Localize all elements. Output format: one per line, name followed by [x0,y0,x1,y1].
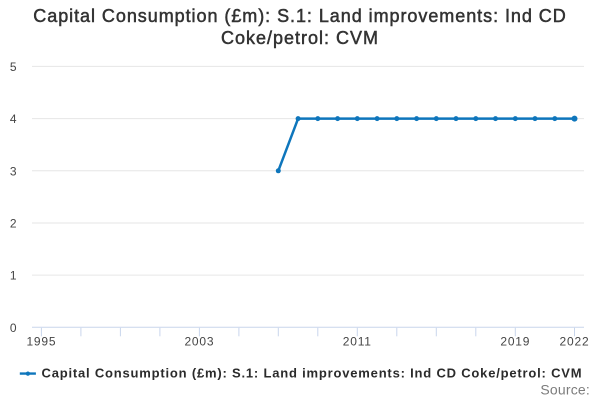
svg-text:5: 5 [10,60,17,74]
svg-text:4: 4 [10,112,17,126]
svg-text:1995: 1995 [26,335,56,349]
svg-text:2003: 2003 [184,335,214,349]
svg-text:2022: 2022 [560,335,590,349]
svg-text:Source:: Source: [540,382,590,398]
svg-text:Coke/petrol: CVM: Coke/petrol: CVM [221,28,379,48]
svg-text:Capital Consumption (£m): S.1:: Capital Consumption (£m): S.1: Land impr… [42,366,583,381]
svg-text:2: 2 [10,217,17,231]
svg-text:1: 1 [10,269,17,283]
svg-text:2019: 2019 [500,335,530,349]
svg-text:3: 3 [10,164,17,178]
svg-text:2011: 2011 [343,335,372,349]
svg-text:Capital Consumption (£m): S.1:: Capital Consumption (£m): S.1: Land impr… [33,6,566,26]
svg-text:0: 0 [10,321,17,335]
